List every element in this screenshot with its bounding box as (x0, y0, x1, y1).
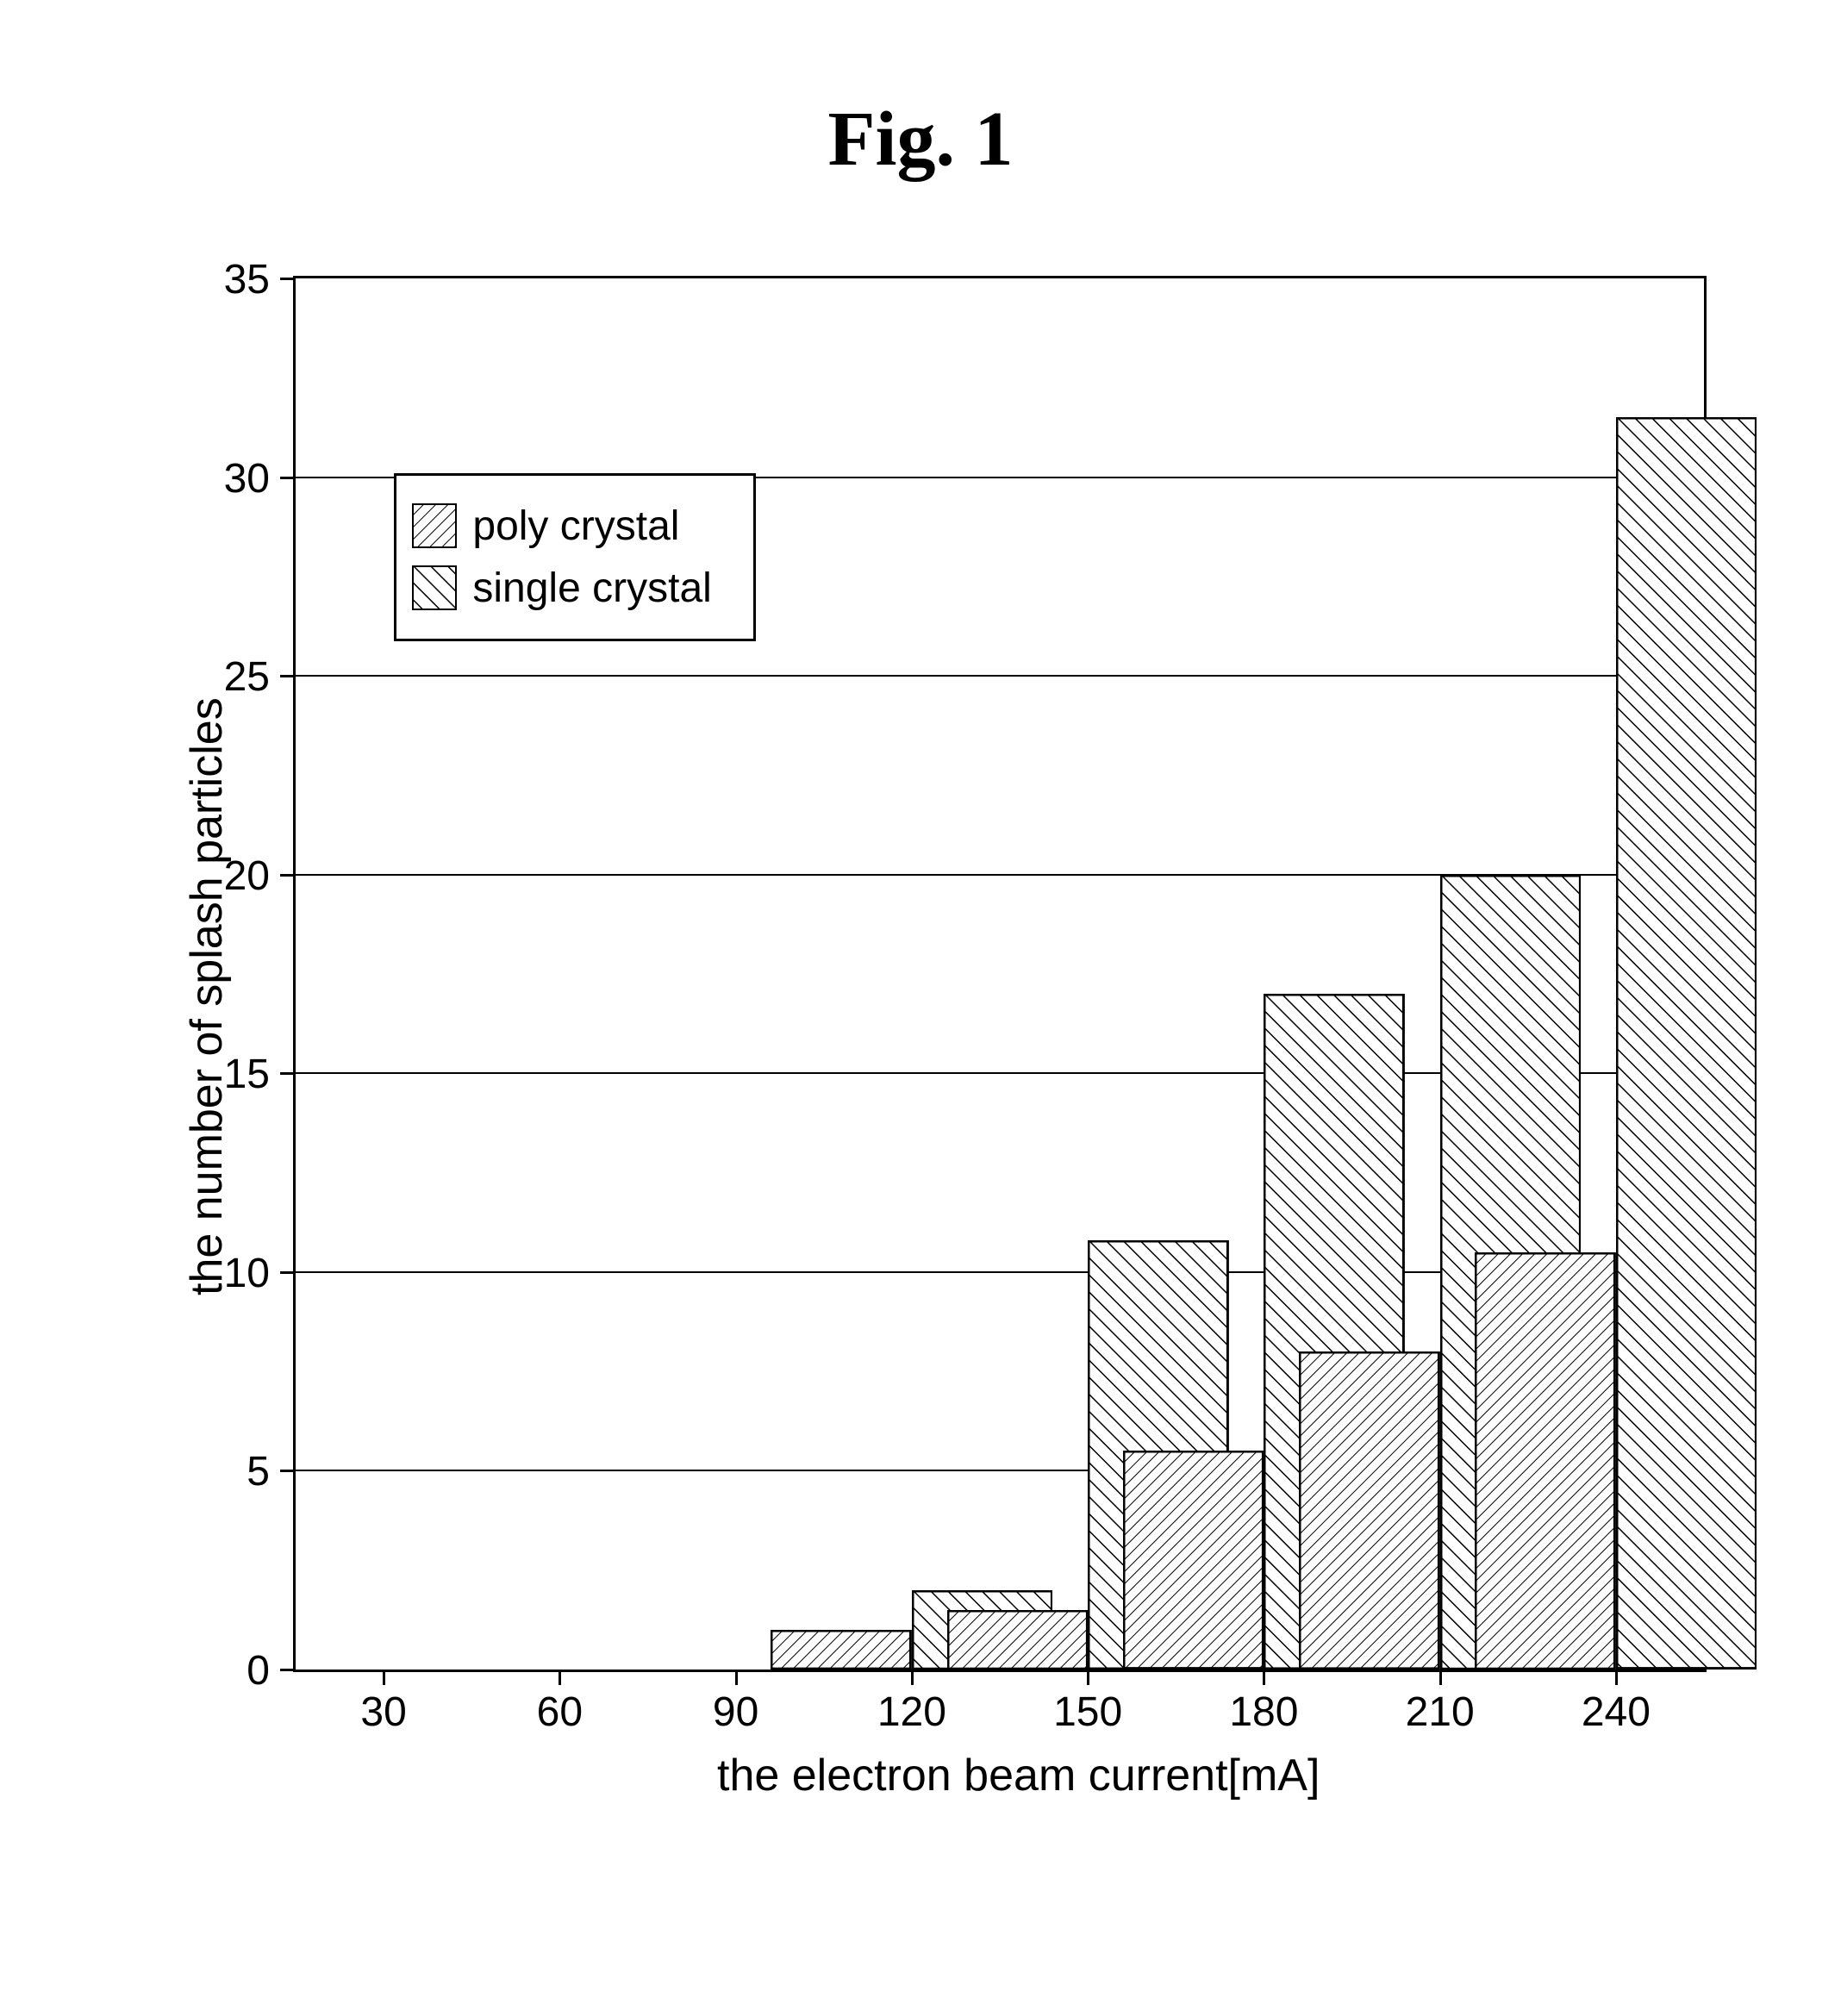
y-tick-label: 25 (224, 653, 270, 701)
legend-label: single crystal (472, 565, 711, 612)
y-tick-mark (280, 1470, 296, 1472)
legend-swatch (412, 503, 457, 548)
y-tick-label: 0 (247, 1647, 270, 1695)
x-tick-mark (735, 1670, 738, 1685)
legend-item: poly crystal (412, 502, 738, 550)
x-tick-label: 210 (1401, 1688, 1479, 1736)
x-tick-mark (559, 1670, 561, 1685)
bar-poly (947, 1610, 1088, 1670)
chart-plot-inner: 05101520253035306090120150180210240poly … (296, 278, 1704, 1670)
x-tick-label: 60 (521, 1688, 598, 1736)
y-tick-mark (280, 477, 296, 479)
chart-plot-area: 05101520253035306090120150180210240poly … (293, 276, 1707, 1672)
x-tick-mark (1615, 1670, 1618, 1685)
bar-poly (1299, 1351, 1439, 1670)
y-tick-mark (280, 1072, 296, 1075)
legend-item: single crystal (412, 565, 738, 612)
x-tick-mark (1087, 1670, 1089, 1685)
legend-label: poly crystal (472, 502, 679, 550)
x-tick-label: 30 (345, 1688, 422, 1736)
x-axis-label: the electron beam current[mA] (717, 1750, 1320, 1801)
x-tick-mark (911, 1670, 914, 1685)
bar-poly (771, 1630, 911, 1670)
x-tick-label: 240 (1577, 1688, 1655, 1736)
y-tick-mark (280, 874, 296, 877)
x-tick-label: 90 (697, 1688, 775, 1736)
x-tick-mark (383, 1670, 385, 1685)
x-tick-mark (1263, 1670, 1265, 1685)
bar-poly (1475, 1252, 1615, 1670)
y-tick-mark (280, 1271, 296, 1274)
y-tick-label: 5 (247, 1448, 270, 1495)
gridline (296, 675, 1704, 677)
legend: poly crystal single crystal (394, 473, 756, 641)
x-tick-label: 180 (1225, 1688, 1302, 1736)
bar-single (1616, 417, 1757, 1670)
x-tick-label: 120 (873, 1688, 951, 1736)
figure-title: Fig. 1 (0, 95, 1841, 184)
x-tick-mark (1439, 1670, 1442, 1685)
y-tick-label: 35 (224, 256, 270, 303)
y-tick-mark (280, 1669, 296, 1671)
x-tick-label: 150 (1049, 1688, 1126, 1736)
y-axis-label: the number of splash particles (181, 697, 233, 1295)
bar-poly (1123, 1451, 1264, 1670)
y-tick-mark (280, 278, 296, 280)
y-tick-mark (280, 675, 296, 677)
y-tick-label: 30 (224, 455, 270, 502)
legend-swatch (412, 565, 457, 610)
